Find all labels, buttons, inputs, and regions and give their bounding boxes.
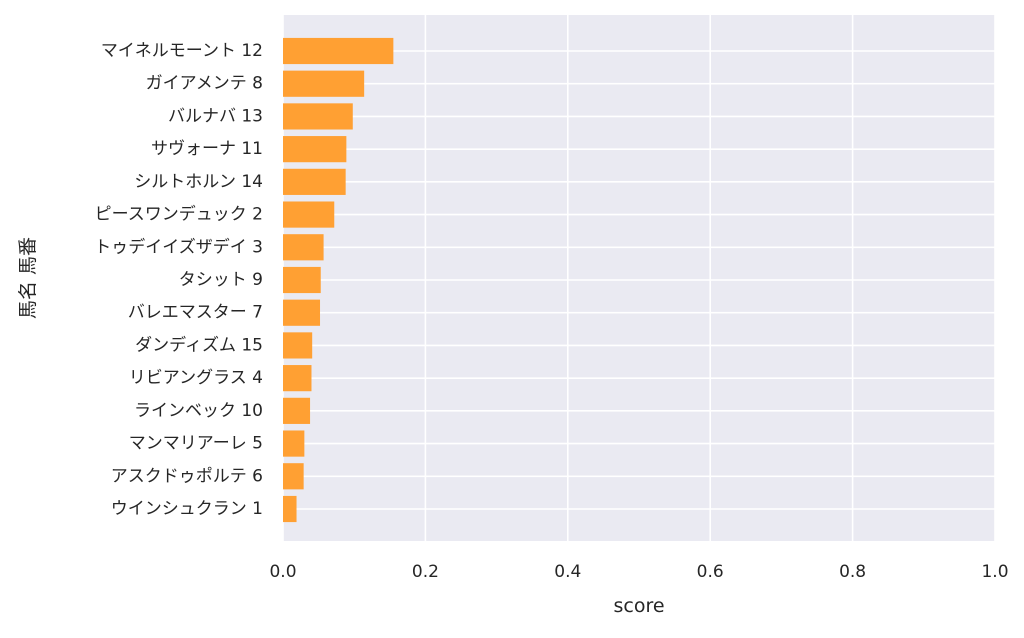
category-label: バレエマスター 7 — [128, 303, 263, 323]
bar — [283, 136, 347, 163]
category-label: トゥデイイズザデイ 3 — [94, 236, 263, 257]
bar — [283, 234, 324, 261]
x-tick-label: 1.0 — [981, 562, 1008, 582]
category-label: ウインシュクラン 1 — [111, 499, 263, 519]
bar — [283, 365, 312, 392]
category-label: ダンディズム 15 — [135, 334, 263, 355]
category-label: ピースワンデュック 2 — [95, 204, 263, 225]
x-tick-label: 0.6 — [697, 562, 724, 582]
bar — [283, 430, 305, 457]
category-label: サヴォーナ 11 — [151, 139, 263, 159]
category-label: ラインベック 10 — [134, 401, 263, 421]
category-label: リビアングラス 4 — [129, 368, 263, 388]
category-label: ガイアメンテ 8 — [146, 74, 263, 94]
x-tick-label: 0.4 — [554, 562, 581, 582]
bar — [283, 70, 365, 97]
bar — [283, 168, 346, 195]
grid-lines — [282, 15, 996, 541]
bar — [283, 463, 304, 490]
category-label: マンマリアーレ 5 — [129, 434, 263, 454]
y-axis-title: 馬名 馬番 — [17, 237, 39, 319]
category-label: シルトホルン 14 — [134, 172, 263, 192]
category-label: マイネルモーント 12 — [101, 41, 263, 61]
bar — [283, 37, 394, 65]
bar — [283, 332, 313, 359]
x-tick-label: 0.0 — [269, 562, 296, 582]
category-label: アスクドゥポルテ 6 — [111, 466, 263, 486]
bar — [283, 495, 297, 523]
bars — [283, 37, 394, 523]
x-tick-label: 0.2 — [412, 562, 439, 582]
x-tick-labels: 0.0 0.2 0.4 0.6 0.8 1.0 — [269, 562, 1008, 582]
bar — [283, 103, 353, 130]
x-tick-label: 0.8 — [839, 562, 866, 582]
bar — [283, 299, 321, 326]
bar — [283, 201, 335, 228]
category-label: タシット 9 — [179, 270, 263, 290]
category-labels: マイネルモーント 12 ガイアメンテ 8 バルナバ 13 サヴォーナ 11 シルトホルン… — [94, 41, 263, 519]
bar — [283, 397, 311, 424]
x-axis-title: score — [613, 595, 664, 617]
bar — [283, 266, 321, 294]
plot-background — [283, 15, 995, 541]
category-label: バルナバ 13 — [168, 106, 263, 126]
